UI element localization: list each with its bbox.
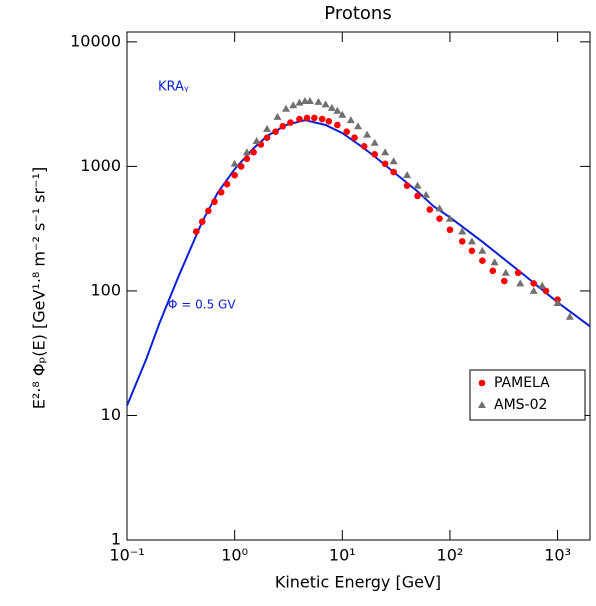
data-point	[516, 279, 525, 287]
y-tick-label: 1	[111, 530, 121, 549]
data-point	[243, 155, 251, 163]
data-point	[279, 122, 287, 130]
data-point	[467, 237, 476, 245]
data-point	[282, 104, 291, 112]
data-point	[263, 134, 271, 141]
legend-label: AMS-02	[494, 397, 547, 413]
legend-marker	[478, 401, 486, 408]
data-point	[436, 215, 443, 223]
data-point	[273, 112, 282, 120]
data-point	[327, 103, 336, 111]
data-point	[231, 171, 238, 179]
legend-label: PAMELA	[494, 375, 550, 391]
data-point	[318, 115, 326, 123]
data-point	[314, 97, 323, 105]
data-point	[435, 204, 444, 212]
data-point	[458, 238, 466, 245]
x-tick-label: 10³	[544, 546, 571, 565]
data-point	[289, 101, 298, 109]
data-point	[242, 148, 251, 156]
annotation: Φ = 0.5 GV	[168, 298, 236, 312]
data-point	[381, 160, 389, 168]
data-point	[514, 269, 522, 277]
data-point	[371, 151, 379, 158]
data-point	[263, 124, 272, 132]
data-point	[252, 136, 261, 144]
data-point	[217, 188, 225, 196]
data-point	[403, 182, 411, 189]
data-point	[390, 168, 397, 176]
x-tick-label: 10¹	[329, 546, 356, 565]
data-point	[198, 218, 206, 225]
y-axis-label: E²·⁸ Φₚ(E) [GeV¹·⁸ m⁻² s⁻¹ sr⁻¹]	[30, 167, 49, 410]
data-point	[446, 226, 454, 234]
data-point	[489, 267, 497, 275]
y-tick-label: 100	[90, 280, 121, 299]
data-point	[445, 214, 454, 222]
data-point	[478, 246, 487, 254]
data-point	[360, 142, 368, 150]
data-point	[501, 268, 510, 276]
data-point	[414, 192, 421, 200]
data-point	[351, 134, 358, 141]
data-point	[381, 148, 390, 156]
data-point	[553, 298, 562, 306]
data-point	[325, 118, 333, 125]
data-point	[223, 180, 231, 188]
data-point	[296, 115, 303, 123]
x-tick-label: 10⁰	[221, 546, 248, 565]
data-point	[403, 171, 412, 179]
plot-frame	[126, 31, 591, 541]
x-axis-label: Kinetic Energy [GeV]	[275, 573, 441, 592]
data-point	[529, 286, 538, 294]
y-tick-label: 10	[101, 405, 121, 424]
data-point	[272, 128, 279, 135]
data-point	[230, 159, 239, 167]
legend-box	[469, 369, 586, 421]
data-point	[389, 157, 398, 165]
data-point	[334, 121, 341, 129]
data-point	[530, 280, 538, 287]
data-point	[287, 119, 294, 126]
data-point	[205, 207, 212, 215]
data-point	[501, 277, 508, 285]
data-point	[468, 247, 476, 255]
legend-marker	[478, 379, 486, 387]
chart-title: Protons	[324, 3, 391, 24]
data-point	[490, 258, 499, 266]
data-point	[422, 190, 431, 198]
y-tick-label: 1000	[80, 156, 121, 175]
data-point	[538, 281, 547, 289]
data-point	[311, 114, 318, 122]
model-line	[126, 119, 591, 406]
data-point	[343, 128, 351, 135]
annotation: KRAᵧ	[158, 80, 189, 95]
data-point	[237, 163, 245, 170]
data-point	[333, 106, 342, 114]
data-point	[479, 257, 486, 264]
x-tick-label: 10⁻¹	[109, 546, 144, 565]
data-point	[303, 114, 311, 122]
data-point	[321, 100, 330, 108]
data-point	[192, 228, 200, 235]
data-point	[458, 227, 467, 235]
data-point	[346, 116, 355, 124]
data-point	[250, 148, 257, 156]
data-point	[363, 130, 372, 138]
data-point	[211, 198, 218, 206]
x-tick-label: 10²	[437, 546, 464, 565]
data-point	[565, 312, 574, 320]
data-point	[413, 181, 422, 189]
data-point	[305, 97, 314, 105]
data-point	[426, 206, 434, 213]
data-point	[542, 287, 550, 295]
data-point	[338, 110, 347, 118]
data-point	[354, 122, 363, 130]
data-point	[370, 138, 379, 146]
y-tick-label: 10000	[70, 31, 121, 50]
